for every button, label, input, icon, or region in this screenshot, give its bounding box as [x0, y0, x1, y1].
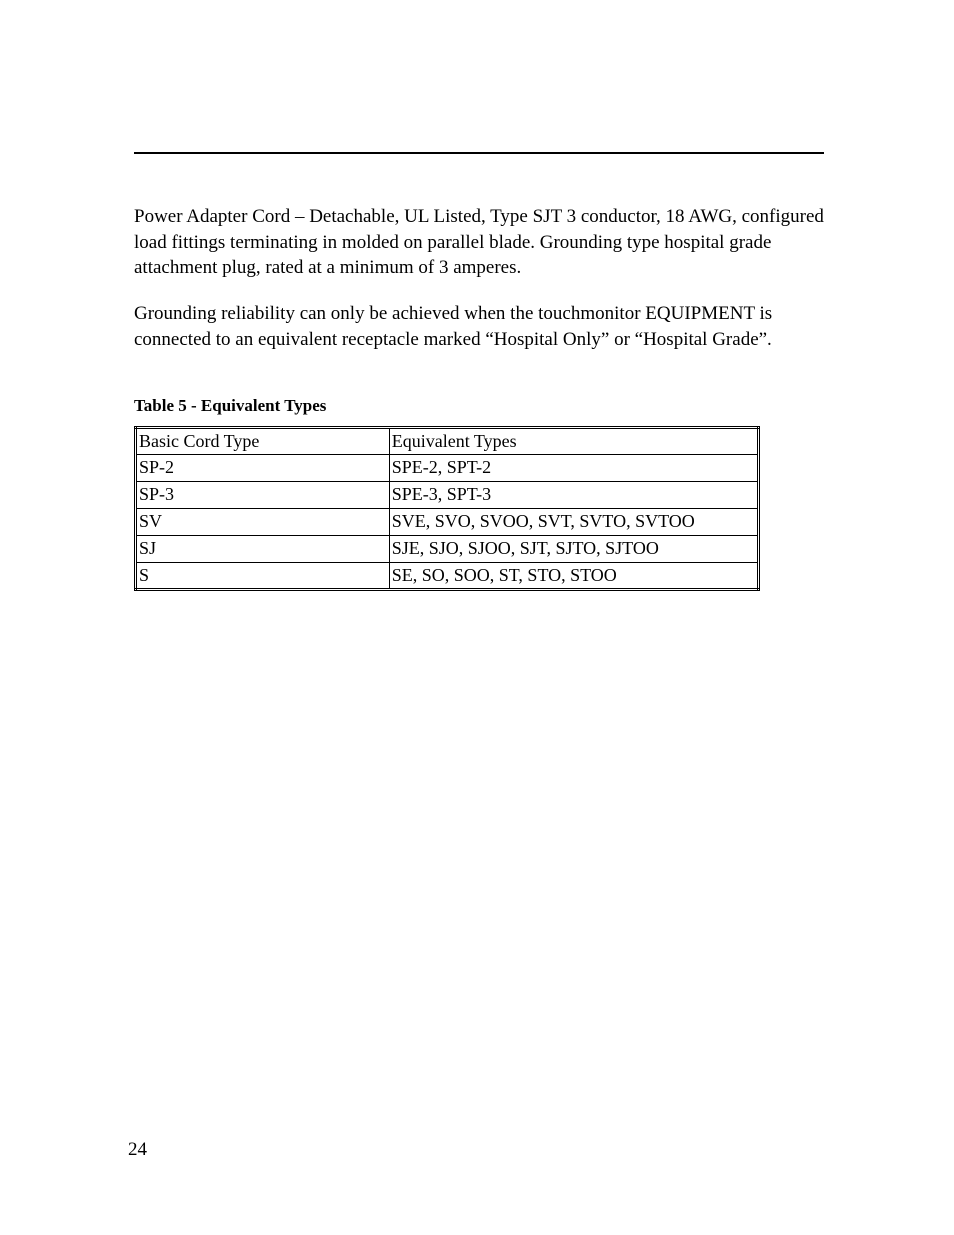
table-cell: SP-2 [136, 455, 390, 482]
page-container: Power Adapter Cord – Detachable, UL List… [0, 0, 954, 591]
table-caption: Table 5 - Equivalent Types [134, 396, 824, 416]
table-cell: S [136, 563, 390, 590]
table-cell: SJE, SJO, SJOO, SJT, SJTO, SJTOO [389, 536, 758, 563]
table-row: SV SVE, SVO, SVOO, SVT, SVTO, SVTOO [136, 509, 759, 536]
table-row: S SE, SO, SOO, ST, STO, STOO [136, 563, 759, 590]
paragraph-1: Power Adapter Cord – Detachable, UL List… [134, 204, 824, 281]
table-header-row: Basic Cord Type Equivalent Types [136, 428, 759, 455]
table-row: SP-2 SPE-2, SPT-2 [136, 455, 759, 482]
table-cell: SPE-2, SPT-2 [389, 455, 758, 482]
header-rule [134, 152, 824, 154]
table-row: SJ SJE, SJO, SJOO, SJT, SJTO, SJTOO [136, 536, 759, 563]
table-cell: SE, SO, SOO, ST, STO, STOO [389, 563, 758, 590]
paragraph-2: Grounding reliability can only be achiev… [134, 301, 824, 352]
table-cell: SP-3 [136, 482, 390, 509]
table-cell: SVE, SVO, SVOO, SVT, SVTO, SVTOO [389, 509, 758, 536]
table-header-cell: Basic Cord Type [136, 428, 390, 455]
table-cell: SJ [136, 536, 390, 563]
equivalent-types-table: Basic Cord Type Equivalent Types SP-2 SP… [134, 426, 760, 591]
table-cell: SPE-3, SPT-3 [389, 482, 758, 509]
page-number: 24 [128, 1139, 147, 1161]
table-header-cell: Equivalent Types [389, 428, 758, 455]
table-row: SP-3 SPE-3, SPT-3 [136, 482, 759, 509]
table-cell: SV [136, 509, 390, 536]
